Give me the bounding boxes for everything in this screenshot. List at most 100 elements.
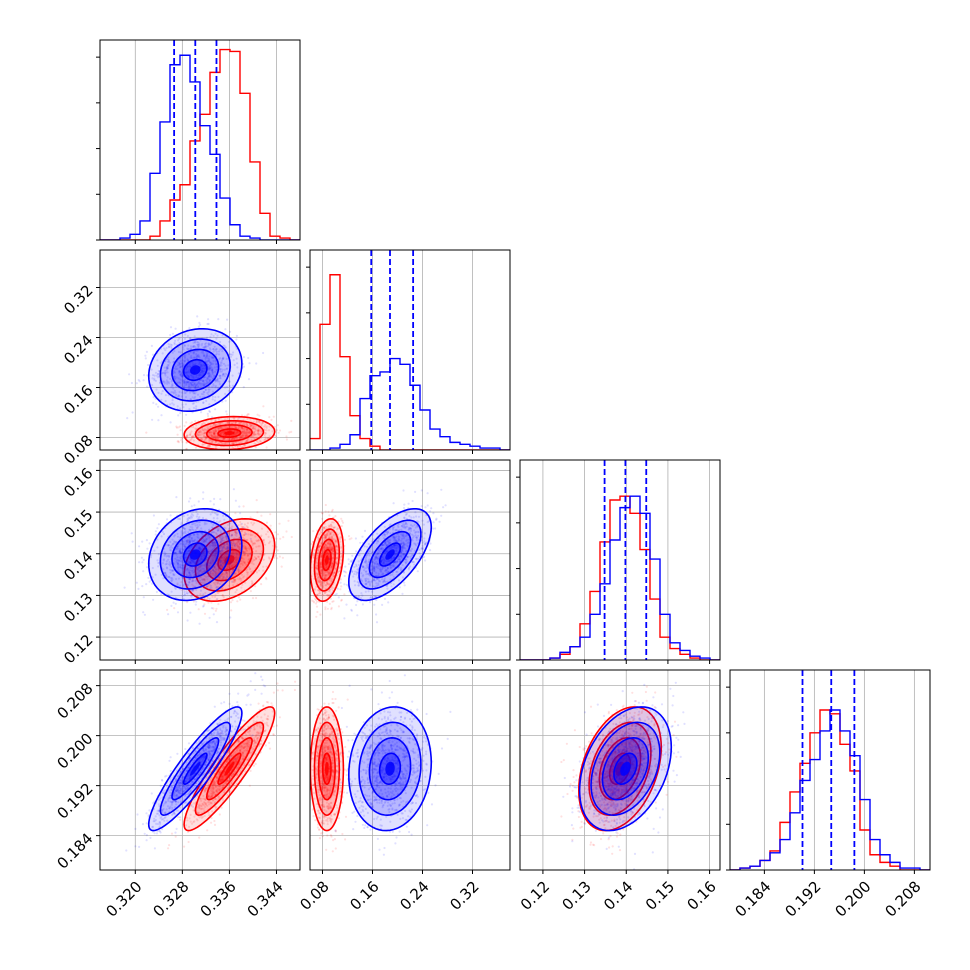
- scatter-point: [205, 361, 208, 364]
- scatter-point: [275, 429, 279, 432]
- scatter-point: [212, 359, 215, 362]
- scatter-point: [203, 574, 206, 578]
- scatter-point: [246, 422, 249, 425]
- scatter-point: [233, 578, 236, 582]
- scatter-point: [311, 599, 314, 602]
- scatter-point: [202, 497, 205, 500]
- histogram-blue: [100, 54, 300, 240]
- scatter-point: [217, 423, 220, 426]
- scatter-point: [218, 552, 221, 555]
- scatter-point: [182, 385, 185, 388]
- scatter-point: [245, 414, 249, 417]
- scatter-point: [208, 367, 211, 370]
- scatter-point: [254, 429, 258, 432]
- scatter-point: [245, 432, 248, 436]
- scatter-point: [244, 432, 247, 435]
- scatter-point: [173, 371, 177, 374]
- scatter-point: [246, 439, 249, 442]
- scatter-point: [130, 532, 133, 535]
- scatter-point: [244, 431, 247, 434]
- scatter-point: [232, 579, 235, 582]
- scatter-point: [178, 390, 181, 394]
- scatter-point: [232, 351, 235, 354]
- scatter-point: [223, 557, 226, 560]
- scatter-point: [224, 442, 227, 445]
- scatter-point: [224, 418, 227, 421]
- scatter-point: [250, 570, 253, 573]
- scatter-point: [262, 425, 265, 428]
- scatter-point: [240, 426, 243, 429]
- scatter-point: [220, 546, 223, 549]
- scatter-point: [201, 581, 204, 584]
- scatter-point: [240, 434, 243, 437]
- scatter-point: [250, 580, 253, 583]
- scatter-point: [173, 357, 176, 360]
- scatter-point: [259, 422, 262, 425]
- scatter-point: [202, 550, 205, 553]
- scatter-point: [254, 433, 257, 436]
- scatter-point: [240, 529, 243, 532]
- scatter-point: [212, 362, 215, 365]
- scatter-point: [216, 437, 219, 440]
- scatter-point: [190, 435, 194, 438]
- scatter-point: [230, 580, 233, 583]
- scatter-point: [237, 545, 240, 548]
- scatter-point: [242, 561, 245, 564]
- scatter-point: [222, 357, 225, 360]
- scatter-point: [240, 426, 243, 429]
- scatter-point: [252, 420, 256, 423]
- scatter-point: [252, 434, 255, 437]
- scatter-point: [285, 435, 288, 438]
- scatter-point: [212, 429, 215, 432]
- scatter-point: [221, 350, 224, 353]
- scatter-point: [339, 588, 342, 591]
- scatter-point: [241, 434, 245, 437]
- scatter-point: [214, 429, 218, 432]
- scatter-point: [140, 556, 143, 559]
- scatter-point: [186, 601, 189, 604]
- scatter-point: [192, 375, 195, 378]
- scatter-point: [208, 359, 211, 362]
- scatter-point: [265, 426, 268, 429]
- scatter-point: [171, 383, 174, 386]
- scatter-point: [221, 565, 224, 568]
- scatter-point: [181, 403, 184, 406]
- scatter-point: [208, 444, 211, 447]
- scatter-point: [206, 351, 209, 354]
- scatter-point: [203, 603, 206, 606]
- scatter-point: [252, 427, 255, 430]
- scatter-point: [152, 396, 155, 399]
- scatter-point: [183, 379, 186, 382]
- scatter-point: [203, 422, 206, 425]
- scatter-point: [145, 350, 148, 353]
- scatter-point: [212, 503, 215, 506]
- scatter-point: [181, 363, 184, 366]
- scatter-point: [239, 565, 242, 568]
- scatter-point: [240, 435, 243, 438]
- scatter-point: [238, 416, 241, 419]
- scatter-point: [236, 366, 239, 369]
- scatter-point: [227, 547, 230, 550]
- scatter-point: [207, 343, 210, 346]
- histogram-blue: [730, 709, 930, 870]
- scatter-point: [186, 365, 189, 368]
- scatter-point: [200, 433, 203, 436]
- scatter-point: [210, 375, 213, 378]
- scatter-point: [200, 365, 203, 368]
- scatter-point: [183, 356, 186, 360]
- scatter-point: [258, 545, 261, 548]
- scatter-point: [187, 359, 190, 362]
- scatter-point: [235, 551, 238, 554]
- scatter-point: [223, 555, 226, 558]
- scatter-point: [150, 344, 153, 347]
- scatter-point: [207, 601, 210, 604]
- scatter-point: [255, 550, 258, 553]
- panel-frame: [519, 459, 721, 661]
- scatter-point: [230, 425, 233, 428]
- scatter-point: [208, 431, 211, 434]
- scatter-point: [233, 430, 236, 433]
- scatter-point: [168, 345, 171, 348]
- scatter-point: [188, 385, 191, 388]
- scatter-point: [181, 375, 184, 378]
- scatter-point: [324, 510, 327, 513]
